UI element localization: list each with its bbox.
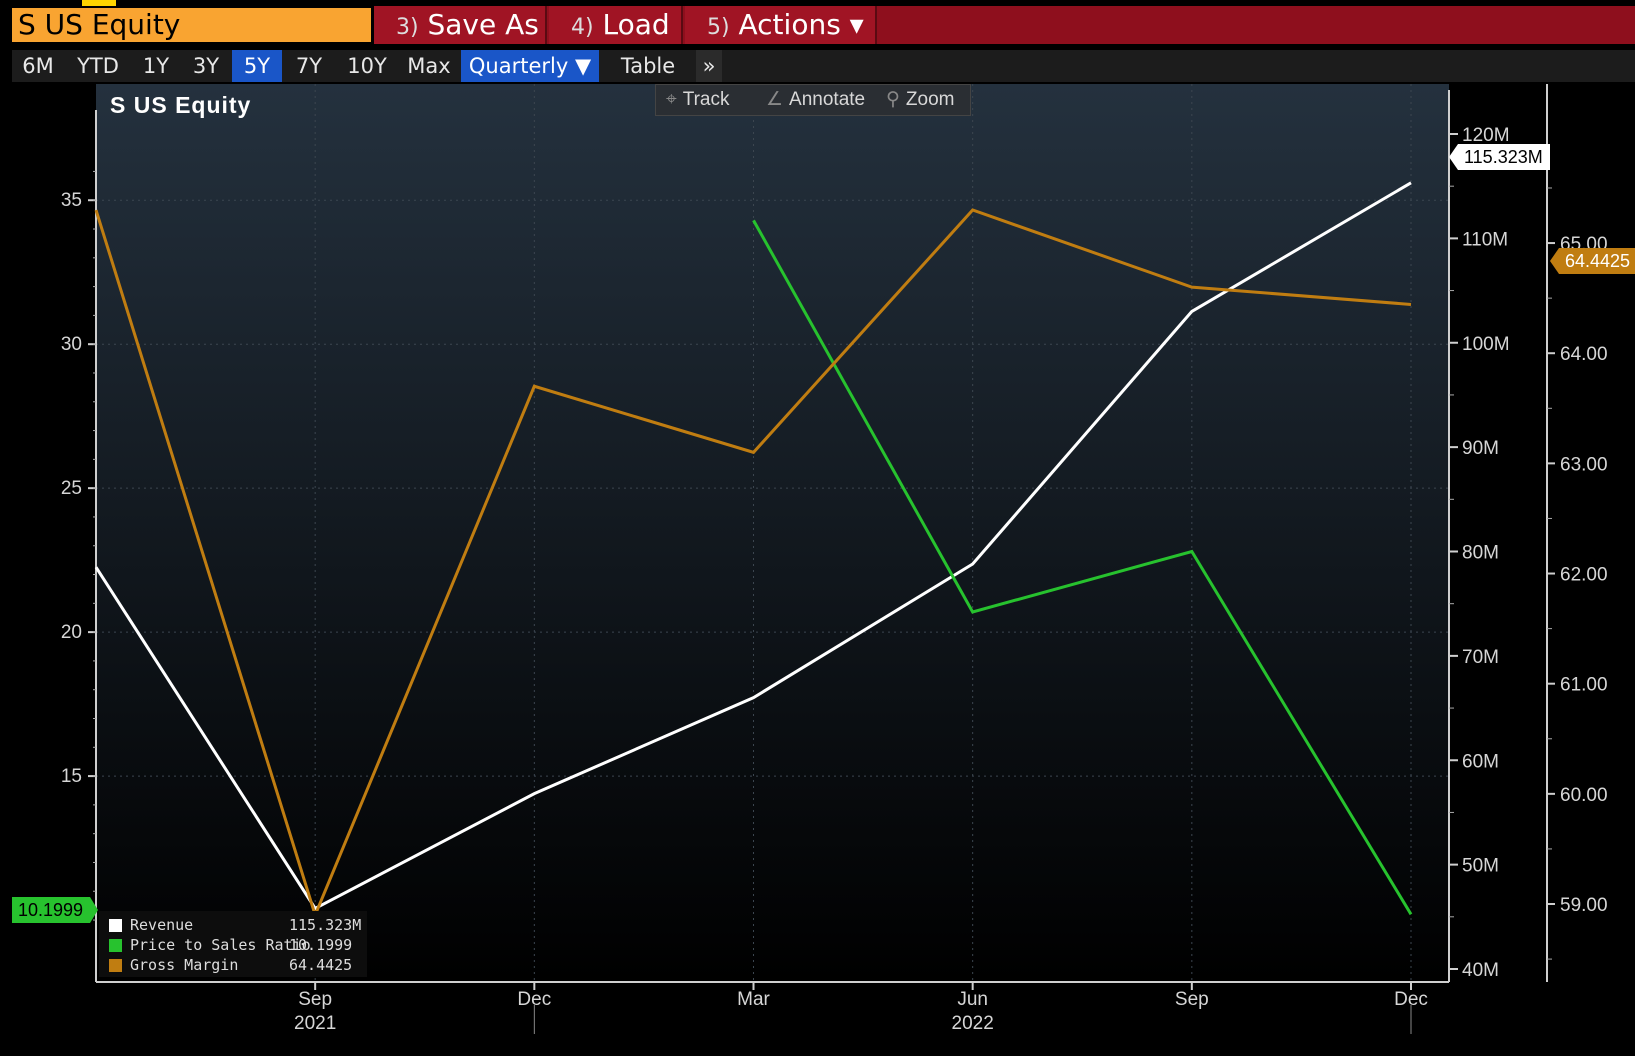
right-axis-2-label: 60.00 — [1560, 785, 1608, 806]
x-axis-label: Jun — [957, 989, 988, 1010]
series-line-price-to-sales-ratio — [752, 219, 1413, 916]
table-button[interactable]: Table — [620, 54, 676, 78]
right-axis-1-label: 120M — [1462, 125, 1510, 146]
last-value-tag-gross-margin-pointer — [1550, 248, 1559, 274]
load-label: Load — [602, 8, 670, 41]
right-axis-2-label: 59.00 — [1560, 895, 1608, 916]
right-axis-2-label: 63.00 — [1560, 454, 1608, 475]
legend-value: 10.1999 — [289, 936, 353, 954]
save-as-label: Save As — [427, 8, 539, 41]
magnifier-icon: ⚲ — [886, 89, 900, 110]
plot-area[interactable] — [96, 84, 1449, 982]
last-value-tag-gross-margin: 64.4425 — [1559, 248, 1635, 274]
tab-5y[interactable]: 5Y — [232, 50, 282, 82]
legend-name: Revenue — [130, 916, 194, 934]
last-value-tag-revenue-pointer — [1449, 144, 1458, 170]
save-as-button[interactable]: 3) Save As — [374, 6, 547, 44]
x-axis-label: Dec — [517, 989, 551, 1010]
legend-swatch — [109, 959, 122, 972]
track-button[interactable]: ⌖ Track — [666, 85, 730, 115]
legend-row-price-to-sales: Price to Sales Ratio 10.1999 — [99, 935, 367, 955]
tab-6m[interactable]: 6M — [22, 54, 54, 78]
tab-1y[interactable]: 1Y — [142, 54, 170, 78]
tab-3y[interactable]: 3Y — [192, 54, 220, 78]
actions-button[interactable]: 5) Actions ▾ — [685, 6, 877, 44]
active-indicator — [82, 0, 116, 6]
pencil-icon: ∠ — [766, 89, 784, 110]
zoom-button[interactable]: ⚲ Zoom — [886, 85, 955, 115]
last-value-tag-revenue: 115.323M — [1458, 144, 1550, 170]
legend-name: Gross Margin — [130, 956, 239, 974]
legend: Revenue 115.323M Price to Sales Ratio 10… — [99, 911, 367, 977]
right-axis-1-label: 80M — [1462, 543, 1499, 564]
axes: 35 30 25 20 15 120M 110M 100M 90M 80M 70M 60M 50M 40M… — [61, 84, 1608, 1034]
x-axis-year-label: 2021 — [294, 1013, 336, 1034]
legend-row-gross-margin: Gross Margin 64.4425 — [99, 955, 367, 975]
left-axis-label: 35 — [61, 190, 82, 211]
annotate-button[interactable]: ∠ Annotate — [766, 85, 865, 115]
left-axis-label: 20 — [61, 622, 82, 643]
chart-toolbar: ⌖ Track ∠ Annotate ⚲ Zoom — [655, 84, 971, 116]
right-axis-1-label: 40M — [1462, 960, 1499, 981]
legend-swatch — [109, 919, 122, 932]
tab-10y[interactable]: 10Y — [347, 54, 387, 78]
legend-value: 115.323M — [289, 916, 362, 934]
zoom-label: Zoom — [905, 89, 955, 110]
tab-7y[interactable]: 7Y — [295, 54, 323, 78]
left-axis-label: 25 — [61, 478, 82, 499]
right-axis-2-label: 62.00 — [1560, 565, 1608, 586]
actions-hotkey: 5) — [707, 15, 730, 40]
right-axis-2-label: 61.00 — [1560, 675, 1608, 696]
actions-label: Actions ▾ — [738, 8, 864, 41]
tab-max[interactable]: Max — [407, 54, 451, 78]
right-axis-1-label: 90M — [1462, 438, 1499, 459]
load-button[interactable]: 4) Load — [549, 6, 683, 44]
last-value-tag-left-pointer — [90, 897, 98, 923]
more-button[interactable]: » — [696, 50, 722, 82]
period-dropdown[interactable]: Quarterly ▼ — [461, 50, 599, 82]
left-axis-label: 15 — [61, 766, 82, 787]
x-axis-label: Sep — [1175, 989, 1209, 1010]
left-axis-label: 30 — [61, 334, 82, 355]
right-axis-1-label: 60M — [1462, 751, 1499, 772]
legend-name: Price to Sales Ratio — [130, 936, 311, 954]
series-line-revenue — [94, 181, 1412, 911]
legend-swatch — [109, 939, 122, 952]
track-label: Track — [682, 89, 730, 110]
right-axis-2-label: 64.00 — [1560, 344, 1608, 365]
save-as-hotkey: 3) — [396, 15, 419, 40]
right-axis-1-label: 70M — [1462, 647, 1499, 668]
right-axis-1-label: 110M — [1462, 229, 1508, 250]
chart-title: S US Equity — [110, 92, 252, 118]
x-axis-label: Sep — [298, 989, 332, 1010]
range-tab-bar — [12, 50, 1635, 82]
right-axis-1-label: 50M — [1462, 856, 1499, 877]
annotate-label: Annotate — [789, 89, 866, 110]
x-axis-label: Dec — [1394, 989, 1428, 1010]
legend-row-revenue: Revenue 115.323M — [99, 915, 367, 935]
ticker-field[interactable]: S US Equity — [12, 8, 371, 42]
last-value-tag-left: 10.1999 — [12, 897, 90, 923]
crosshair-icon: ⌖ — [666, 89, 677, 110]
load-hotkey: 4) — [571, 15, 594, 40]
x-axis-year-label: 2022 — [952, 1013, 994, 1034]
tab-ytd[interactable]: YTD — [77, 54, 119, 78]
x-axis-label: Mar — [737, 989, 770, 1010]
legend-value: 64.4425 — [289, 956, 353, 974]
right-axis-1-label: 100M — [1462, 334, 1510, 355]
